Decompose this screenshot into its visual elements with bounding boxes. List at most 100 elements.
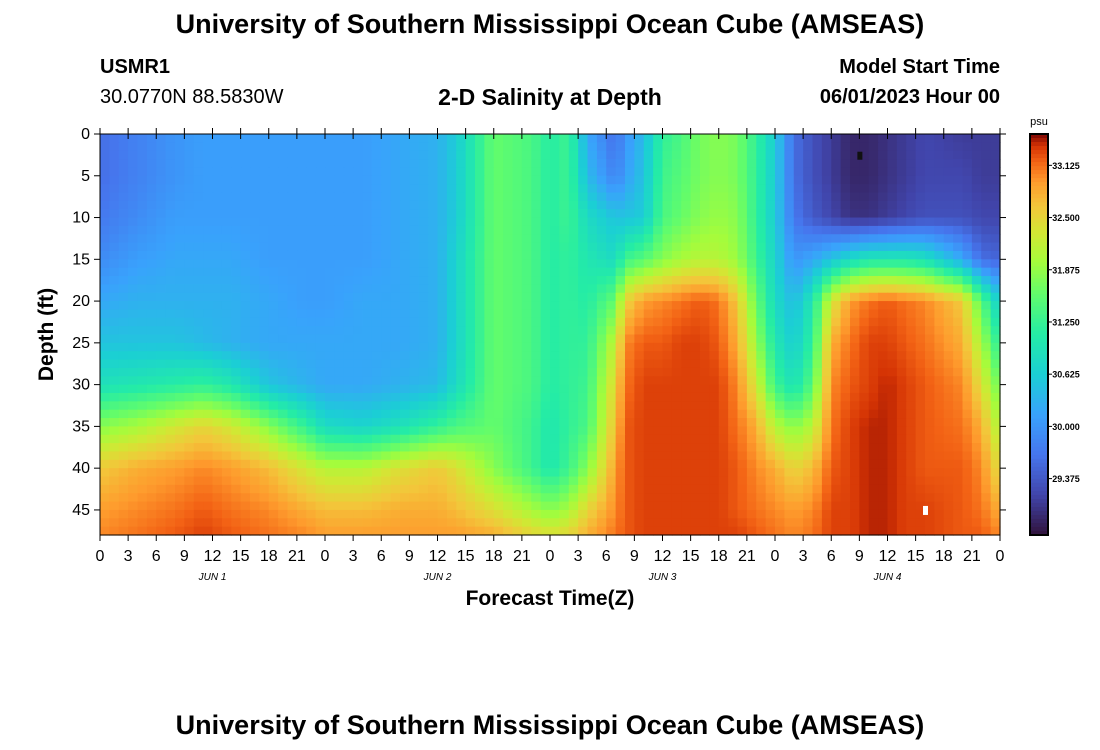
heatmap-cell (878, 301, 889, 311)
heatmap-cell (653, 384, 664, 394)
heatmap-cell (371, 150, 382, 160)
heatmap-cell (296, 267, 307, 277)
heatmap-cell (596, 468, 607, 478)
heatmap-cell (315, 234, 326, 244)
heatmap-cell (746, 242, 757, 252)
heatmap-cell (512, 234, 523, 244)
colorbar-segment (1030, 350, 1048, 356)
heatmap-cell (437, 501, 448, 511)
heatmap-cell (418, 292, 429, 302)
heatmap-cell (596, 334, 607, 344)
heatmap-cell (334, 326, 345, 336)
heatmap-cell (231, 301, 242, 311)
heatmap-cell (981, 409, 992, 419)
heatmap-cell (878, 134, 889, 143)
heatmap-cell (315, 225, 326, 235)
heatmap-cell (503, 359, 514, 369)
heatmap-cell (803, 150, 814, 160)
heatmap-cell (306, 250, 317, 260)
heatmap-cell (400, 443, 410, 453)
heatmap-cell (625, 292, 635, 302)
heatmap-cell (212, 209, 223, 219)
heatmap-cell (990, 526, 1001, 536)
heatmap-cell (296, 418, 307, 427)
heatmap-cell (615, 267, 626, 277)
heatmap-cell (400, 351, 410, 361)
heatmap-cell (690, 459, 701, 469)
heatmap-cell (184, 292, 195, 302)
heatmap-cell (690, 426, 701, 436)
heatmap-cell (278, 384, 289, 394)
heatmap-cell (859, 259, 870, 269)
heatmap-cell (175, 384, 185, 394)
heatmap-cell (465, 401, 476, 411)
heatmap-cell (578, 276, 589, 285)
heatmap-cell (315, 142, 326, 152)
heatmap-cell (146, 359, 157, 369)
heatmap-cell (128, 192, 139, 202)
heatmap-cell (475, 192, 485, 202)
heatmap-cell (521, 259, 532, 269)
heatmap-cell (681, 142, 692, 152)
heatmap-cell (690, 309, 701, 319)
heatmap-cell (709, 167, 720, 177)
heatmap-cell (915, 451, 926, 461)
heatmap-cell (475, 518, 485, 528)
heatmap-cell (456, 284, 467, 294)
heatmap-cell (690, 509, 701, 519)
heatmap-cell (184, 242, 195, 252)
heatmap-cell (793, 392, 804, 402)
heatmap-cell (531, 217, 542, 227)
heatmap-cell (690, 434, 701, 444)
heatmap-cell (709, 459, 720, 469)
heatmap-cell (887, 309, 898, 319)
heatmap-cell (850, 284, 860, 294)
heatmap-cell (681, 317, 692, 327)
heatmap-cell (662, 443, 673, 453)
heatmap-cell (325, 184, 335, 194)
heatmap-cell (615, 242, 626, 252)
heatmap-cell (212, 418, 223, 427)
heatmap-cell (137, 326, 148, 336)
heatmap-cell (934, 384, 945, 394)
heatmap-cell (728, 242, 739, 252)
heatmap-cell (784, 501, 795, 511)
heatmap-cell (962, 284, 973, 294)
heatmap-cell (343, 326, 354, 336)
heatmap-cell (906, 200, 917, 210)
heatmap-cell (821, 384, 832, 394)
heatmap-cell (887, 326, 898, 336)
heatmap-cell (840, 384, 851, 394)
heatmap-cell (831, 225, 842, 235)
colorbar-segment (1030, 346, 1048, 352)
heatmap-cell (296, 526, 307, 536)
heatmap-cell (896, 234, 907, 244)
heatmap-cell (784, 409, 795, 419)
heatmap-cell (278, 334, 289, 344)
heatmap-cell (615, 259, 626, 269)
heatmap-cell (953, 175, 964, 185)
heatmap-cell (175, 518, 185, 528)
heatmap-cell (128, 434, 139, 444)
heatmap-cell (362, 376, 373, 386)
heatmap-cell (587, 367, 598, 377)
heatmap-cell (128, 242, 139, 252)
heatmap-cell (306, 276, 317, 285)
heatmap-cell (428, 501, 439, 511)
heatmap-cell (962, 192, 973, 202)
heatmap-cell (821, 134, 832, 143)
heatmap-cell (850, 292, 860, 302)
heatmap-cell (353, 518, 364, 528)
heatmap-cell (718, 192, 729, 202)
heatmap-cell (371, 326, 382, 336)
heatmap-cell (212, 459, 223, 469)
heatmap-cell (221, 501, 232, 511)
heatmap-cell (915, 276, 926, 285)
heatmap-cell (915, 443, 926, 453)
marker-light (923, 505, 928, 515)
day-label: JUN 2 (423, 572, 452, 583)
heatmap-cell (203, 376, 214, 386)
heatmap-cell (850, 443, 860, 453)
heatmap-cell (746, 209, 757, 219)
heatmap-cell (325, 376, 335, 386)
